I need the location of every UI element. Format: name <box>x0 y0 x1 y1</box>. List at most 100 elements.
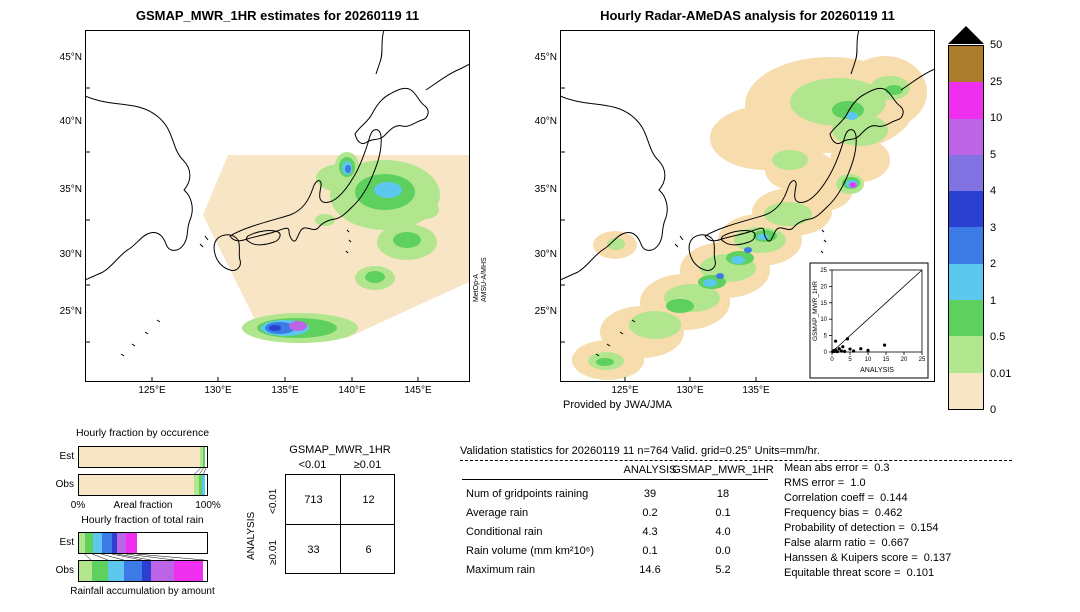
bar-segment <box>141 561 151 581</box>
metric-value: 0.154 <box>910 522 939 534</box>
lon-label: 130°E <box>204 385 232 396</box>
colorbar-tick-label: 25 <box>990 75 1003 88</box>
sensor-note: MetOp-A AMSU-A/MHS <box>473 257 489 302</box>
colorbar-tick-label: 5 <box>990 148 997 161</box>
lat-label: 45°N <box>59 52 82 63</box>
obs-row-label: Obs <box>55 565 74 576</box>
bar-segment <box>85 533 94 553</box>
metric-row: Correlation coeff = 0.144 <box>784 492 908 504</box>
metric-value: 0.144 <box>880 492 908 504</box>
scatter-points <box>831 337 887 354</box>
stats-value: 39 <box>643 488 657 500</box>
colorbar-segment <box>949 82 983 119</box>
metric-value: 0.462 <box>874 507 903 519</box>
contingency-grid: 713 12 33 6 <box>285 474 395 574</box>
bar-segment <box>150 561 174 581</box>
x-axis-min-label: 0% <box>70 500 86 511</box>
contingency-cell: 6 <box>365 544 372 556</box>
svg-text:0: 0 <box>824 350 828 356</box>
bar-segment <box>79 533 86 553</box>
contingency-cell: 33 <box>307 544 320 556</box>
bar-segment <box>108 561 124 581</box>
metric-value: 0.667 <box>881 537 910 549</box>
est-row-label: Est <box>59 451 74 462</box>
contingency-cell: 12 <box>362 494 375 506</box>
contingency-row-header: ≥0.01 <box>268 540 279 565</box>
occurrence-obs-bar <box>78 474 208 496</box>
svg-text:5: 5 <box>848 357 852 363</box>
inset-y-ticks: 0 5 10 15 20 25 <box>820 268 827 356</box>
lat-label: 30°N <box>534 249 557 260</box>
colorbar-tick-label: 0.01 <box>990 367 1012 380</box>
bar-segment <box>79 447 200 467</box>
occurrence-est-bar <box>78 446 208 468</box>
lon-label: 145°E <box>404 385 432 396</box>
metric-row: RMS error = 1.0 <box>784 477 866 489</box>
equals-sign: = <box>861 462 869 474</box>
stats-col-header-analysis: ANALYSIS <box>623 464 677 476</box>
svg-text:0: 0 <box>830 357 834 363</box>
lon-label: 140°E <box>338 385 366 396</box>
bar-segment <box>117 533 127 553</box>
bar-segment <box>136 533 207 553</box>
lon-label: 130°E <box>676 385 704 396</box>
metric-row: Hanssen & Kuipers score = 0.137 <box>784 552 952 564</box>
equals-sign: = <box>868 537 876 549</box>
radar-amedas-map: 0 5 10 15 20 25 0 5 10 15 20 25 GSMAP_MWR_1HR ANAL… <box>560 30 935 382</box>
colorbar-tick-label: 1 <box>990 294 997 307</box>
bar-segment <box>205 475 207 495</box>
obs-row-label: Obs <box>55 479 74 490</box>
svg-text:5: 5 <box>824 334 828 340</box>
metric-value: 1.0 <box>850 477 866 489</box>
lon-label: 125°E <box>611 385 639 396</box>
stats-value: 18 <box>716 488 730 500</box>
stats-value: 0.1 <box>715 507 731 519</box>
bar-segment <box>123 561 142 581</box>
stats-col-header-gsmap: GSMAP_MWR_1HR <box>672 464 774 476</box>
lon-label: 125°E <box>138 385 166 396</box>
colorbar-segment <box>949 372 983 409</box>
contingency-row-header: <0.01 <box>268 488 279 514</box>
bar-segment <box>202 447 206 467</box>
precipitation-field <box>572 56 927 380</box>
colorbar-tick-label: 10 <box>990 112 1003 124</box>
metric-row: Frequency bias = 0.462 <box>784 507 903 519</box>
colorbar-segment <box>949 46 983 83</box>
contingency-row-axis-label: ANALYSIS <box>246 511 257 560</box>
bar-segment <box>112 533 118 553</box>
inset-x-ticks: 0 5 10 15 20 25 <box>830 357 926 363</box>
svg-text:15: 15 <box>883 357 890 363</box>
colorbar-segment <box>949 263 983 301</box>
colorbar-segment <box>949 300 983 337</box>
colorbar-tick-label: 0.5 <box>990 331 1006 343</box>
bar-segment <box>193 475 199 495</box>
lat-label: 25°N <box>534 306 557 317</box>
bar-segment <box>91 561 109 581</box>
lon-label: 135°E <box>271 385 299 396</box>
metric-row: Equitable threat score = 0.101 <box>784 567 935 579</box>
occurrence-connectors <box>194 468 207 474</box>
colorbar-tick-label: 3 <box>990 221 997 234</box>
stats-row-label: Average rain <box>466 507 529 519</box>
bar-segment <box>79 475 194 495</box>
coastline <box>85 30 470 357</box>
x-axis-max-label: 100% <box>195 500 221 511</box>
svg-text:10: 10 <box>865 357 872 363</box>
svg-text:20: 20 <box>901 357 908 363</box>
bar-segment <box>205 447 207 467</box>
bar-segment <box>173 561 204 581</box>
totalrain-chart-title: Hourly fraction of total rain <box>81 514 204 526</box>
totalrain-connectors <box>84 554 205 560</box>
bar-segment <box>126 533 137 553</box>
metric-row: False alarm ratio = 0.667 <box>784 537 910 549</box>
inset-x-axis-label: ANALYSIS <box>860 367 894 374</box>
lat-label: 35°N <box>534 184 557 195</box>
colorbar-segment <box>949 191 983 228</box>
left-map-title: GSMAP_MWR_1HR estimates for 20260119 11 <box>135 8 420 23</box>
stats-row-label: Maximum rain <box>466 564 536 576</box>
svg-text:25: 25 <box>919 357 926 363</box>
stats-value: 0.0 <box>715 545 731 557</box>
bar-segment <box>199 447 203 467</box>
equals-sign: = <box>911 552 918 564</box>
